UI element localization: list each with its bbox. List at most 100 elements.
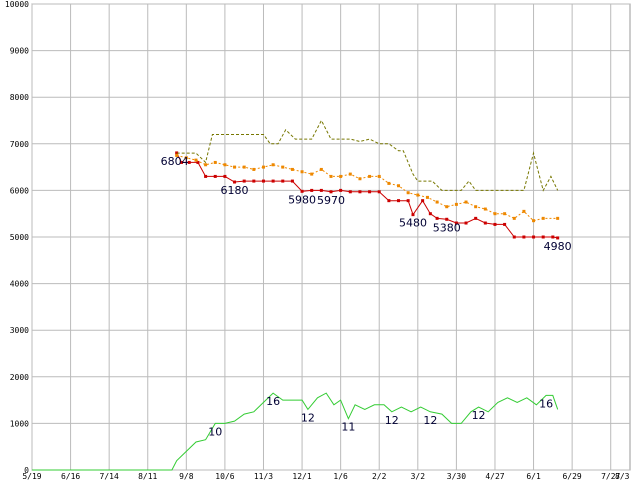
series-point-0 [406, 199, 410, 203]
data-label: 12 [385, 414, 399, 427]
x-tick-label: 5/19 [22, 472, 41, 480]
data-label: 16 [539, 397, 553, 410]
data-label: 5980 [288, 193, 316, 206]
data-label: 5380 [433, 221, 461, 234]
series-point-0 [358, 190, 362, 194]
series-point-1 [223, 163, 227, 167]
data-label: 12 [423, 414, 437, 427]
series-point-0 [387, 199, 391, 203]
series-point-0 [411, 213, 415, 217]
data-label: 5480 [399, 217, 427, 230]
series-point-1 [213, 160, 217, 164]
x-tick-label: 8/11 [138, 472, 157, 480]
series-point-1 [493, 212, 497, 216]
series-point-1 [416, 193, 420, 197]
series-point-0 [503, 222, 507, 226]
series-point-0 [454, 221, 458, 225]
series-point-0 [512, 235, 516, 239]
x-tick-label: 6/16 [61, 472, 80, 480]
series-point-1 [204, 163, 208, 167]
series-point-0 [522, 235, 526, 239]
series-point-0 [252, 179, 256, 183]
series-point-1 [281, 165, 285, 169]
series-point-1 [233, 165, 237, 169]
series-point-0 [428, 212, 432, 216]
series-point-0 [180, 160, 183, 164]
series-point-0 [435, 216, 439, 220]
series-point-1 [329, 174, 333, 178]
series-line-2 [176, 119, 559, 192]
series-point-1 [175, 153, 179, 157]
series-point-0 [175, 151, 179, 155]
series-point-1 [522, 209, 526, 213]
data-label: 11 [341, 421, 355, 434]
y-tick-label: 10000 [5, 0, 29, 9]
series-point-1 [290, 167, 294, 171]
series-point-1 [358, 177, 362, 181]
series-point-1 [348, 172, 352, 176]
series-point-0 [464, 221, 468, 225]
series-point-1 [271, 163, 275, 167]
series-point-1 [261, 165, 265, 169]
series-point-0 [541, 235, 545, 239]
x-tick-label: 2/2 [372, 472, 387, 480]
series-point-1 [445, 205, 449, 209]
y-tick-label: 1000 [10, 419, 29, 428]
x-axis-ticks: 5/19 6/16 7/14 8/11 9/8 10/6 11/3 12/1 1/6 2/2 3/2… [22, 472, 629, 480]
y-axis-ticks: 0 1000 2000 3000 4000 5000 6000 7000 8000 9000 100… [5, 0, 29, 475]
series-point-0 [187, 160, 191, 164]
y-tick-label: 2000 [10, 373, 29, 382]
series-point-0 [445, 217, 449, 221]
series-point-0 [290, 179, 294, 183]
data-label: 4980 [544, 240, 572, 253]
data-label: 6804 [161, 155, 189, 168]
series-point-0 [339, 188, 343, 192]
series-point-1 [387, 181, 391, 185]
series-point-1 [454, 202, 458, 206]
series-point-1 [319, 167, 323, 171]
x-tick-label: 3/30 [447, 472, 466, 480]
series-point-0 [368, 190, 372, 194]
series-point-1 [435, 200, 439, 204]
x-tick-label: 7/27 [601, 472, 620, 480]
y-tick-label: 9000 [10, 47, 29, 56]
series-point-1 [252, 167, 256, 171]
series-point-0 [377, 190, 381, 194]
data-label: 12 [301, 411, 315, 424]
series-point-1 [339, 174, 343, 178]
series-line-3 [32, 392, 559, 471]
series-point-0 [223, 174, 227, 178]
x-tick-label: 12/1 [292, 472, 311, 480]
series-point-0 [281, 179, 285, 183]
y-tick-label: 5000 [10, 233, 29, 242]
x-tick-label: 3/2 [411, 472, 426, 480]
data-label: 10 [208, 425, 222, 438]
series-line-1 [176, 154, 558, 222]
series-point-0 [348, 190, 352, 194]
series-group [32, 119, 560, 471]
data-label: 16 [266, 395, 280, 408]
data-label: 6180 [221, 184, 249, 197]
x-tick-label: 7/14 [100, 472, 119, 480]
series-point-0 [483, 221, 487, 225]
series-point-0 [213, 174, 217, 178]
series-point-0 [310, 188, 314, 192]
series-point-1 [556, 216, 560, 220]
series-point-0 [397, 199, 401, 203]
data-label: 5970 [317, 194, 345, 207]
series-point-0 [242, 179, 246, 183]
y-tick-label: 4000 [10, 280, 29, 289]
x-tick-label: 11/3 [254, 472, 273, 480]
series-point-1 [194, 158, 198, 162]
x-tick-label: 9/8 [179, 472, 194, 480]
series-point-1 [541, 216, 545, 220]
y-tick-label: 8000 [10, 93, 29, 102]
series-point-1 [425, 195, 429, 199]
series-point-0 [556, 236, 560, 240]
series-point-1 [377, 174, 381, 178]
series-point-0 [474, 216, 478, 220]
x-tick-label: 10/6 [215, 472, 234, 480]
series-point-0 [532, 235, 536, 239]
series-point-1 [368, 174, 372, 178]
